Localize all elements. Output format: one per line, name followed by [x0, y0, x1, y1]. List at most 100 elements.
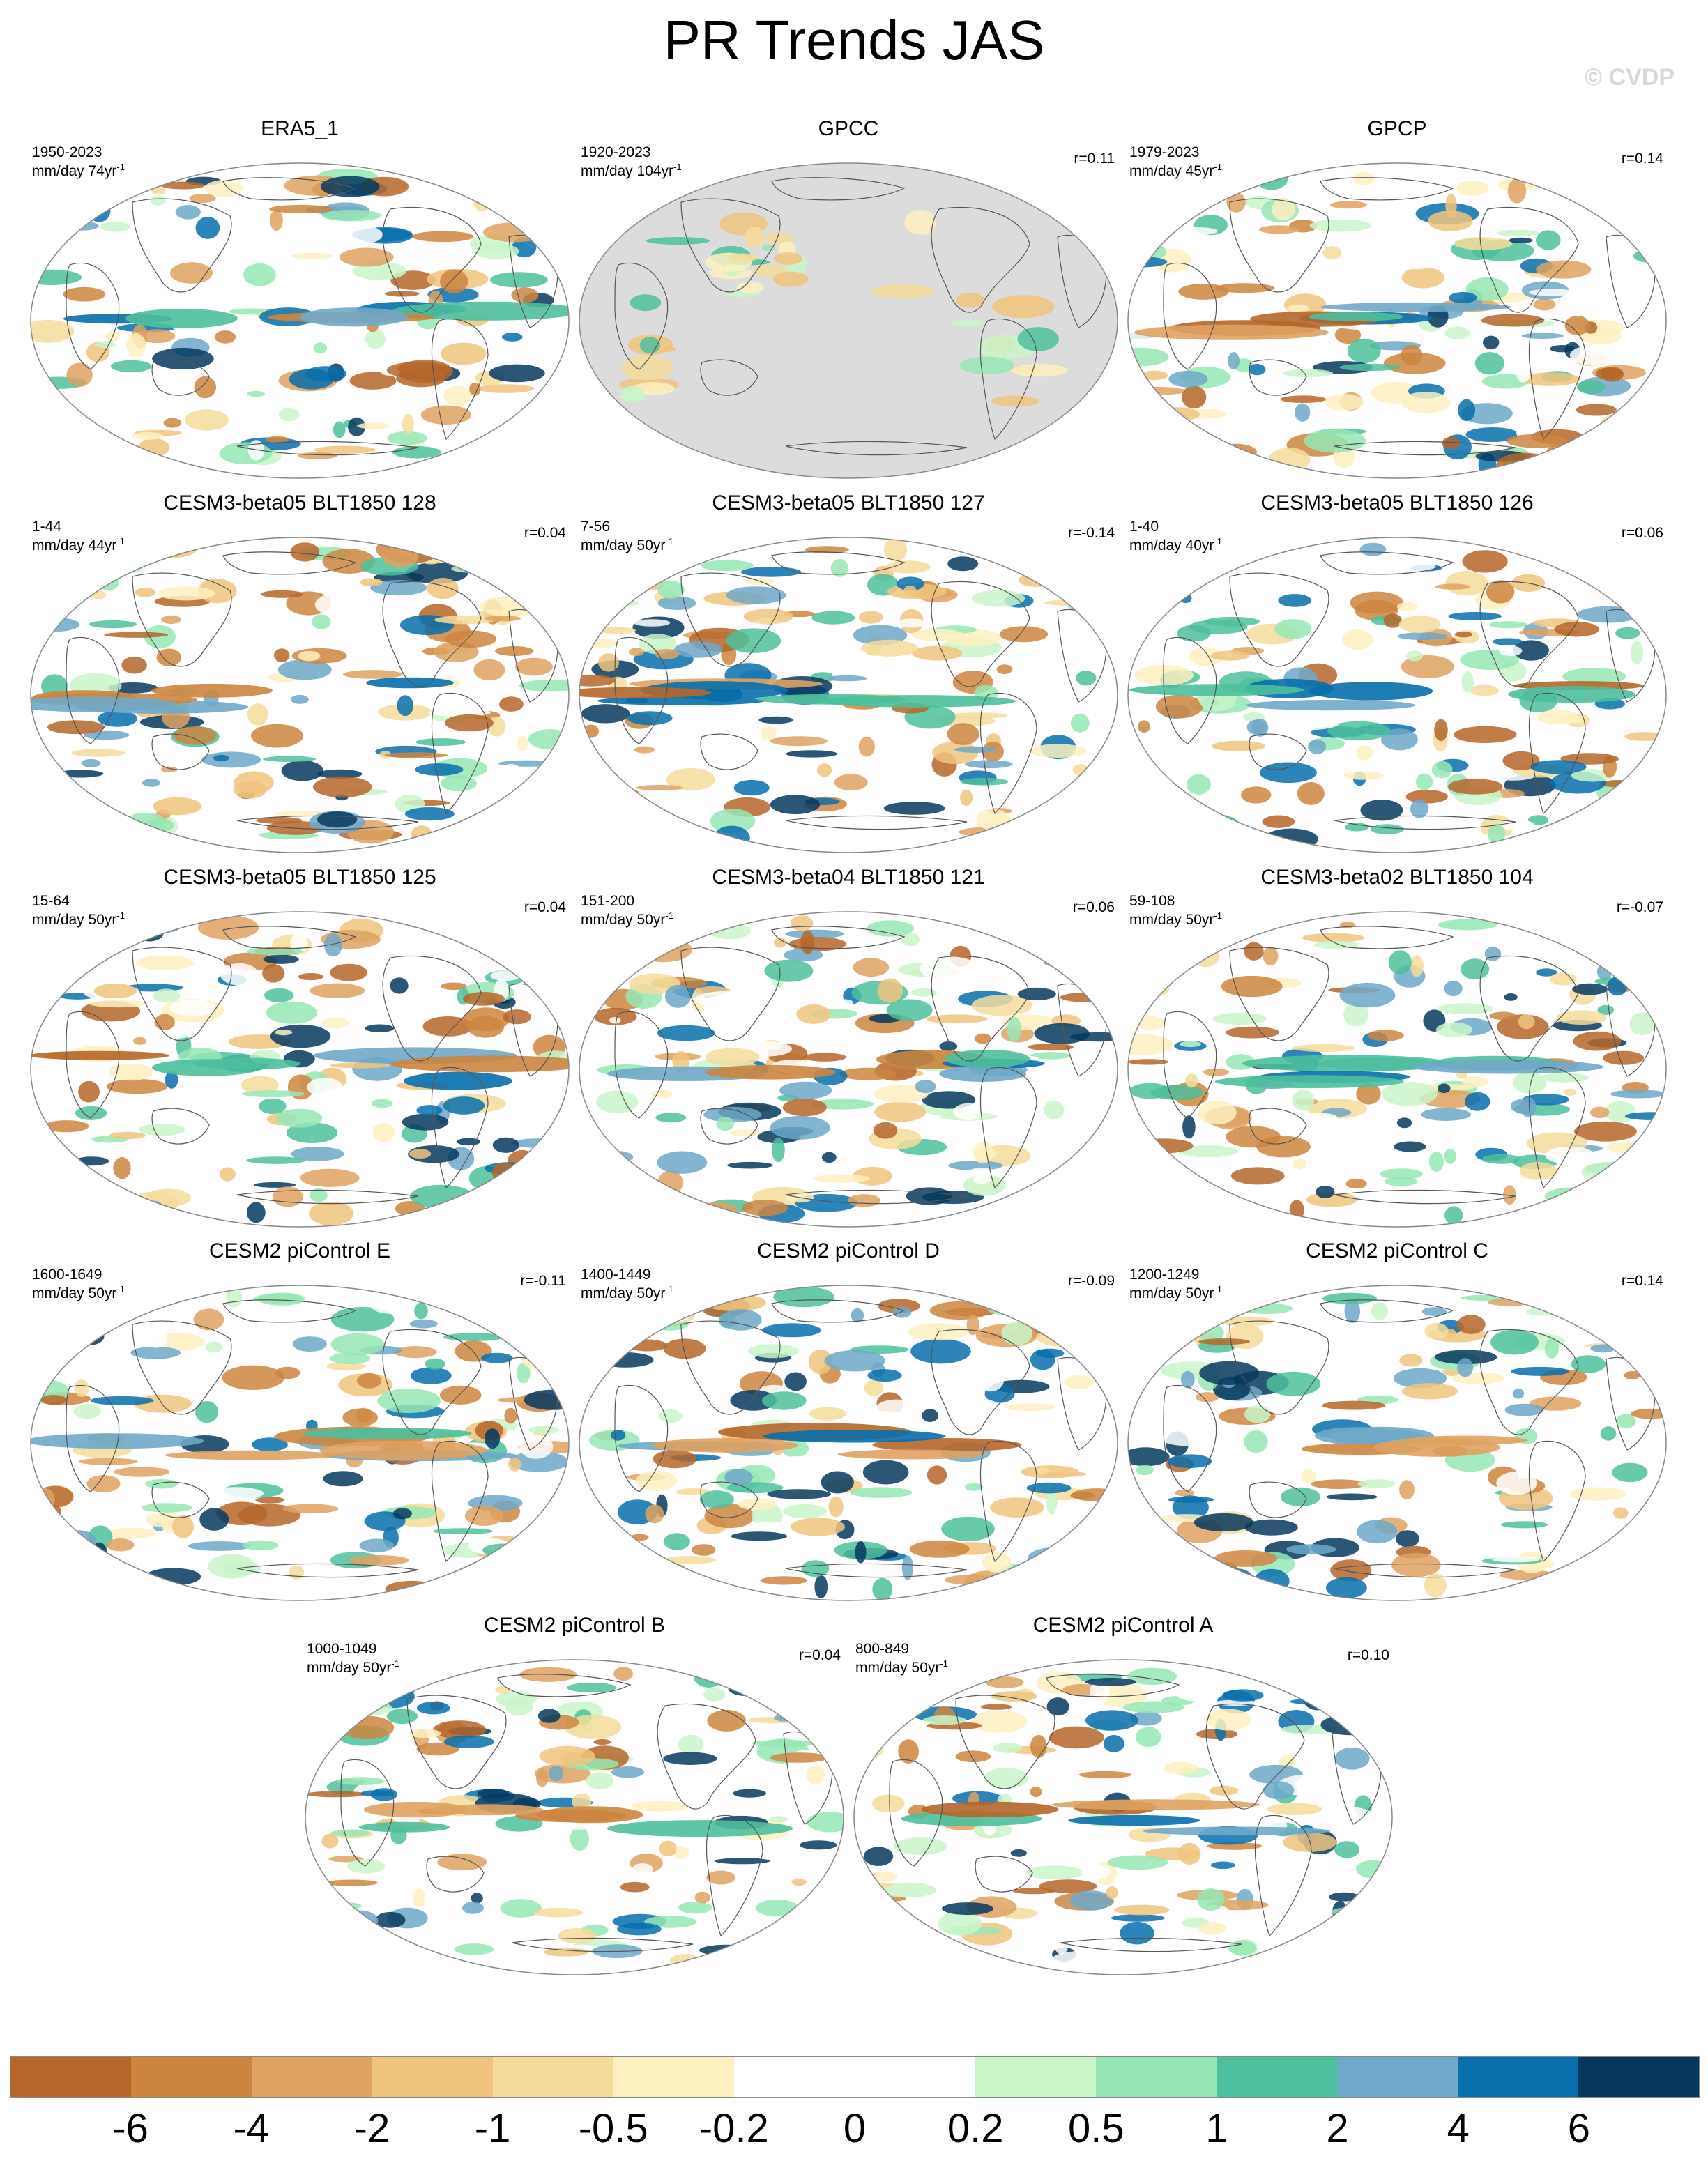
colorbar-tick-label: -4	[233, 2106, 270, 2151]
panel-years: 151-200	[581, 893, 635, 909]
map-panel: CESM3-beta04 BLT1850 121 151-200 mm/day 50…	[577, 866, 1120, 1228]
world-map	[30, 537, 570, 853]
panel-years: 1950-2023	[32, 144, 102, 160]
world-map	[30, 162, 570, 479]
world-map	[305, 1659, 844, 1975]
colorbar-tick-label: 0	[843, 2106, 867, 2151]
world-map	[1127, 911, 1667, 1228]
panel-years: 15-64	[32, 893, 70, 909]
map-panel: GPCP 1979-2023 mm/day 45yr-1 r=0.14	[1125, 117, 1669, 480]
panel-correlation: r=-0.07	[1616, 899, 1663, 915]
colorbar-swatch	[372, 2057, 493, 2097]
colorbar-tick-label: 6	[1567, 2106, 1590, 2151]
panel-correlation: r=-0.09	[1067, 1273, 1115, 1289]
map-panel: CESM3-beta05 BLT1850 126 1-40 mm/day 40yr-…	[1125, 491, 1669, 854]
panel-title: CESM2 piControl C	[1306, 1239, 1488, 1262]
panel-title: CESM3-beta05 BLT1850 126	[1260, 491, 1534, 514]
world-map	[853, 1659, 1393, 1975]
panel-years: 1200-1249	[1129, 1267, 1200, 1283]
panel-years: 1-44	[32, 519, 62, 535]
colorbar-tick-label: -0.2	[699, 2106, 769, 2151]
panel-units: mm/day 74yr-1	[32, 162, 125, 179]
colorbar-swatch	[10, 2057, 131, 2097]
panel-units: mm/day 44yr-1	[32, 536, 125, 553]
colorbar-tick-label: -6	[112, 2106, 148, 2151]
map-panel: CESM3-beta05 BLT1850 125 15-64 mm/day 50yr…	[28, 866, 572, 1228]
colorbar-tick-label: -2	[353, 2106, 390, 2151]
world-map	[579, 1285, 1118, 1601]
panel-title: CESM3-beta02 BLT1850 104	[1260, 866, 1534, 889]
colorbar-swatch	[252, 2057, 372, 2097]
panel-years: 59-108	[1129, 893, 1175, 909]
panel-correlation: r=-0.14	[1067, 525, 1115, 541]
map-panel: CESM3-beta05 BLT1850 128 1-44 mm/day 44yr-…	[28, 491, 572, 854]
colorbar-tick-label: 2	[1326, 2106, 1349, 2151]
panel-title: GPCP	[1367, 117, 1427, 140]
map-panel: GPCC 1920-2023 mm/day 104yr-1 r=0.11	[577, 117, 1120, 480]
panel-title: CESM3-beta05 BLT1850 125	[163, 866, 436, 889]
panel-years: 1920-2023	[581, 144, 651, 160]
colorbar-swatch	[1578, 2057, 1699, 2097]
panel-units: mm/day 50yr-1	[32, 1284, 125, 1301]
world-map	[579, 537, 1118, 853]
world-map	[1127, 1285, 1667, 1601]
panel-units: mm/day 50yr-1	[32, 910, 125, 928]
colorbar-swatch	[1217, 2057, 1337, 2097]
panel-years: 1400-1449	[581, 1267, 651, 1283]
panel-title: CESM3-beta05 BLT1850 127	[712, 491, 985, 514]
panel-units: mm/day 50yr-1	[581, 1284, 673, 1301]
panel-units: mm/day 50yr-1	[581, 536, 673, 553]
panel-correlation: r=-0.11	[520, 1273, 566, 1289]
panel-years: 1600-1649	[32, 1267, 102, 1283]
panel-units: mm/day 40yr-1	[1129, 536, 1222, 553]
panel-title: ERA5_1	[261, 117, 339, 140]
panel-correlation: r=0.10	[1347, 1647, 1389, 1663]
panel-title: CESM3-beta04 BLT1850 121	[712, 866, 985, 889]
colorbar-swatch	[131, 2057, 252, 2097]
panel-years: 7-56	[581, 519, 611, 535]
panel-correlation: r=0.14	[1621, 1273, 1663, 1289]
panel-correlation: r=0.14	[1621, 151, 1663, 167]
panel-correlation: r=0.04	[524, 525, 566, 541]
colorbar-labels: -6 -4 -2 -1 -0.5 -0.2 0 0.2 0.5 1 2 4 6	[10, 2105, 1700, 2154]
colorbar-tick-label: 4	[1447, 2106, 1470, 2151]
panel-correlation: r=0.04	[524, 899, 566, 915]
colorbar-swatch	[975, 2057, 1096, 2097]
world-map	[30, 1285, 570, 1601]
world-map	[30, 911, 570, 1228]
panel-years: 1000-1049	[307, 1641, 377, 1657]
colorbar-tick-label: -1	[474, 2106, 511, 2151]
map-panel: ERA5_1 1950-2023 mm/day 74yr-1	[28, 117, 572, 480]
panel-years: 1979-2023	[1129, 144, 1200, 160]
map-panel: CESM3-beta02 BLT1850 104 59-108 mm/day 50y…	[1125, 866, 1669, 1228]
world-map	[1127, 537, 1667, 853]
panel-correlation: r=0.06	[1072, 899, 1115, 915]
panel-correlation: r=0.04	[798, 1647, 841, 1663]
world-map	[1127, 162, 1667, 479]
panel-title: GPCC	[818, 117, 879, 140]
panel-units: mm/day 50yr-1	[855, 1658, 948, 1676]
panel-correlation: r=0.11	[1074, 151, 1115, 167]
map-panel: CESM2 piControl E 1600-1649 mm/day 50yr-1 r…	[28, 1239, 572, 1602]
panel-units: mm/day 50yr-1	[1129, 1284, 1222, 1301]
map-panel: CESM2 piControl B 1000-1049 mm/day 50yr-1 r…	[303, 1614, 846, 1976]
map-panel: CESM3-beta05 BLT1850 127 7-56 mm/day 50yr-…	[577, 491, 1120, 854]
world-map	[579, 911, 1118, 1228]
panel-units: mm/day 50yr-1	[307, 1658, 399, 1676]
colorbar-tick-label: -0.5	[578, 2106, 648, 2151]
panel-units: mm/day 45yr-1	[1129, 162, 1222, 179]
panel-title: CESM2 piControl D	[757, 1239, 940, 1262]
panel-title: CESM2 piControl E	[208, 1239, 391, 1262]
map-panel: CESM2 piControl A 800-849 mm/day 50yr-1 r=0…	[851, 1614, 1395, 1976]
colorbar-swatch	[1337, 2057, 1458, 2097]
colorbar-swatch	[493, 2057, 613, 2097]
panel-years: 800-849	[855, 1641, 910, 1657]
panel-years: 1-40	[1129, 519, 1159, 535]
colorbar-swatch	[613, 2057, 734, 2097]
colorbar-swatch	[855, 2057, 975, 2097]
colorbar-swatch	[1458, 2057, 1578, 2097]
world-map	[579, 162, 1118, 479]
figure-title: PR Trends JAS	[663, 9, 1045, 71]
colorbar-tick-label: 0.5	[1067, 2106, 1124, 2151]
map-panel: CESM2 piControl D 1400-1449 mm/day 50yr-1 r…	[577, 1239, 1120, 1602]
